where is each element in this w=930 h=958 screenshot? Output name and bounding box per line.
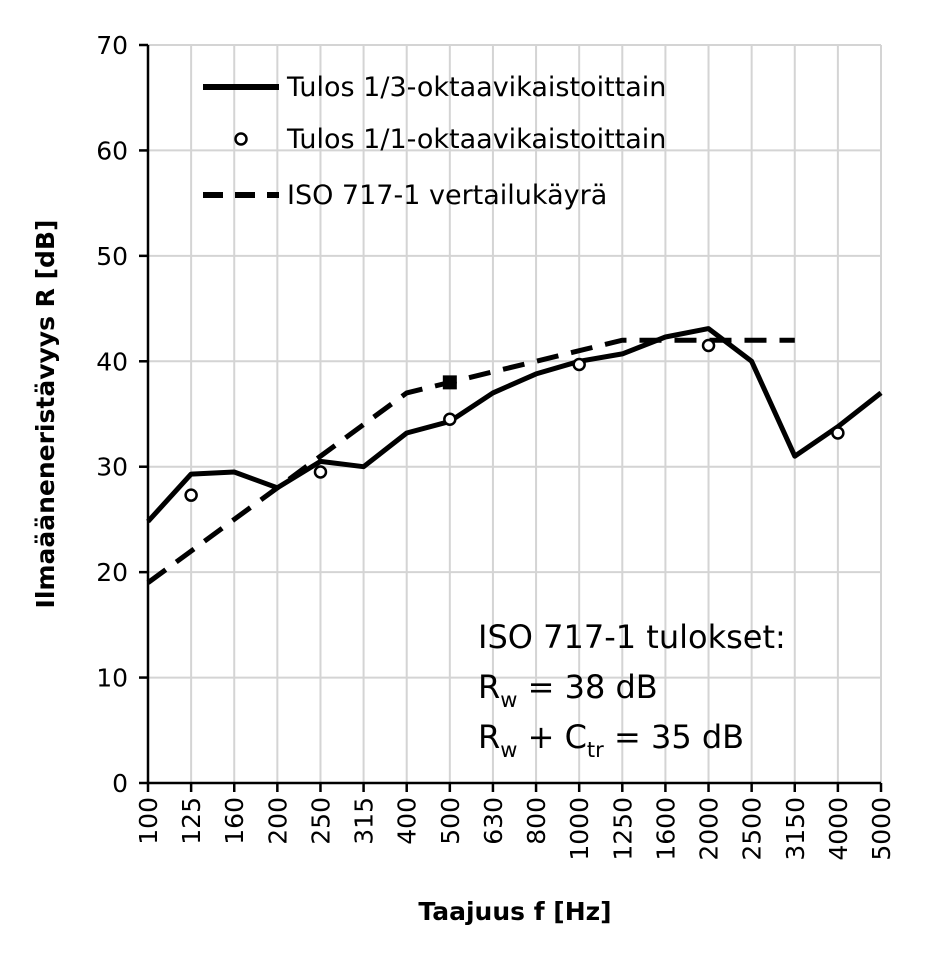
octave-point <box>831 426 845 440</box>
legend-label-circle: Tulos 1/1-oktaavikaistoittain <box>286 124 666 155</box>
legend-swatch-circle <box>234 132 248 146</box>
annotation-title: ISO 717-1 tulokset: <box>478 618 786 656</box>
x-tick-label: 2000 <box>695 797 724 861</box>
x-tick-label: 1250 <box>608 797 637 861</box>
series-layer <box>146 326 883 585</box>
x-tick-label: 800 <box>522 797 551 845</box>
x-tick-label: 500 <box>436 797 465 845</box>
y-tick-label: 10 <box>96 664 128 693</box>
octave-point <box>443 412 457 427</box>
y-tick-label: 20 <box>96 558 128 587</box>
axes <box>139 43 883 792</box>
x-tick-label: 250 <box>306 797 335 845</box>
reference-point-marker <box>442 375 457 390</box>
legend-label-solid: Tulos 1/3-oktaavikaistoittain <box>286 72 666 103</box>
x-tick-label: 100 <box>134 797 163 845</box>
x-tick-label: 200 <box>263 797 292 845</box>
x-tick-label: 3150 <box>781 797 810 861</box>
grid-lines <box>148 44 882 783</box>
annotation-rw-ctr: Rw + Ctr = 35 dB <box>478 718 744 762</box>
series-solid-line <box>146 326 883 524</box>
x-tick-label: 1000 <box>565 797 594 861</box>
x-axis-title: Taajuus f [Hz] <box>418 897 611 926</box>
octave-point <box>701 338 716 353</box>
series-dashed-line <box>146 337 795 585</box>
x-tick-label: 315 <box>350 797 379 845</box>
y-tick-label: 50 <box>96 242 128 271</box>
x-tick-label: 5000 <box>867 797 896 861</box>
y-tick-label: 0 <box>112 769 128 798</box>
x-tick-label: 160 <box>220 797 249 845</box>
y-tick-label: 60 <box>96 136 128 165</box>
x-tick-label: 630 <box>479 797 508 845</box>
x-tick-label: 2500 <box>738 797 767 861</box>
x-tick-label: 1600 <box>651 797 680 861</box>
y-tick-label: 70 <box>96 31 128 60</box>
x-tick-label: 400 <box>393 797 422 845</box>
tick-labels: 0 10 20 30 40 50 60 70 100 125 160 200 250 315 400 500 6… <box>96 31 896 861</box>
octave-point <box>184 488 198 502</box>
legend-label-dashed: ISO 717-1 vertailukäyrä <box>287 180 607 211</box>
y-tick-label: 30 <box>96 453 128 482</box>
x-tick-label: 125 <box>177 797 206 845</box>
octave-point <box>313 465 328 479</box>
x-tick-label: 4000 <box>824 797 853 861</box>
legend: Tulos 1/3-oktaavikaistoittain Tulos 1/1-… <box>203 72 666 211</box>
annotation-rw: Rw = 38 dB <box>478 668 658 712</box>
results-annotation: ISO 717-1 tulokset: Rw = 38 dB Rw + Ctr … <box>478 618 786 762</box>
y-axis-title: Ilmaääneneristävyys R [dB] <box>31 220 60 609</box>
octave-point <box>572 357 586 372</box>
y-tick-label: 40 <box>96 347 128 376</box>
